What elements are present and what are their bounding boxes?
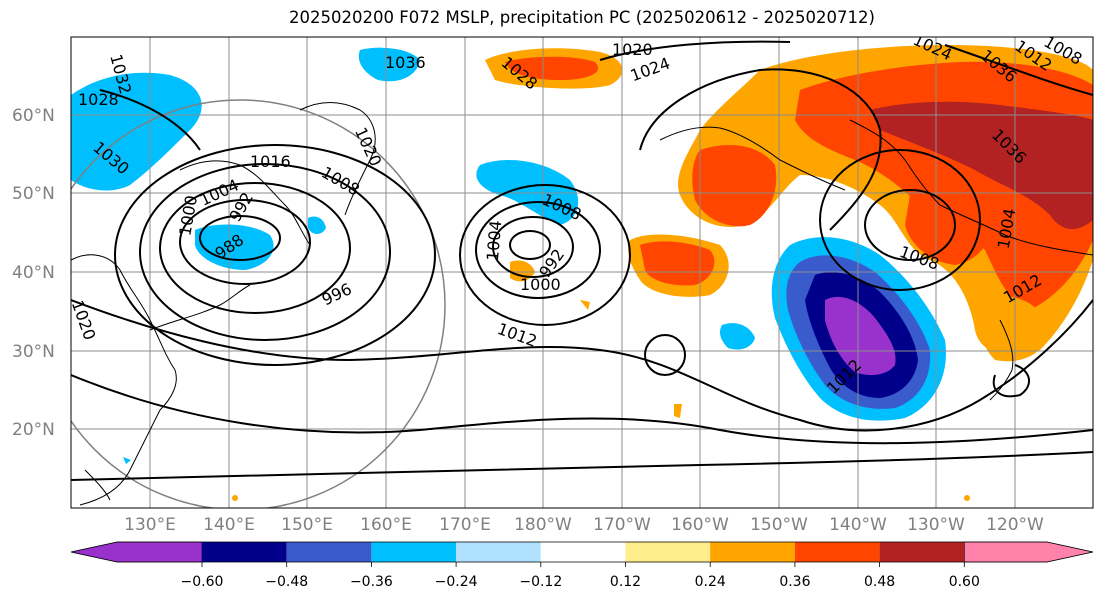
lat-label: 60°N bbox=[12, 106, 55, 126]
lon-label: 150°W bbox=[750, 515, 808, 535]
lon-label: 170°E bbox=[439, 515, 491, 535]
isobar-label: 1016 bbox=[250, 152, 291, 171]
colorbar-segment bbox=[202, 542, 287, 562]
isobar-label: 1004 bbox=[483, 220, 505, 262]
lon-label: 140°E bbox=[203, 515, 255, 535]
isobar-label: 1028 bbox=[78, 90, 119, 109]
lon-label: 160°W bbox=[671, 515, 729, 535]
isobars bbox=[71, 40, 1093, 481]
lon-label: 150°E bbox=[281, 515, 333, 535]
colorbar-segment bbox=[710, 542, 795, 562]
colorbar-tick-label: −0.12 bbox=[519, 574, 562, 590]
colorbar-tick-label: 0.36 bbox=[779, 574, 810, 590]
colorbar-segment bbox=[456, 542, 541, 562]
colorbar-tick-label: −0.24 bbox=[435, 574, 478, 590]
colorbar-segment bbox=[879, 542, 965, 562]
map-title: 2025020200 F072 MSLP, precipitation PC (… bbox=[289, 8, 875, 27]
lon-label: 120°W bbox=[986, 515, 1044, 535]
colorbar-outline bbox=[70, 541, 1094, 563]
lon-label: 180°W bbox=[514, 515, 572, 535]
colorbar-tick-label: −0.60 bbox=[181, 574, 224, 590]
lon-label: 130°W bbox=[907, 515, 965, 535]
colorbar-tick-label: 0.48 bbox=[864, 574, 895, 590]
lat-label: 50°N bbox=[12, 184, 55, 204]
colorbar-tick-label: −0.36 bbox=[350, 574, 393, 590]
colorbar-segment bbox=[371, 542, 457, 562]
lat-label: 40°N bbox=[12, 263, 55, 283]
colorbar: −0.60 −0.48 −0.36 −0.24 −0.12 0.12 0.24 … bbox=[70, 541, 1094, 590]
colorbar-segment bbox=[70, 541, 203, 563]
colorbar-tick-label: 0.12 bbox=[610, 574, 641, 590]
isobar-label: 1000 bbox=[520, 275, 561, 294]
colorbar-tick-label: −0.48 bbox=[265, 574, 308, 590]
colorbar-tick-label: 0.24 bbox=[695, 574, 726, 590]
longitude-axis: 130°E 140°E 150°E 160°E 170°E 180°W 170°… bbox=[124, 515, 1044, 535]
colorbar-segment bbox=[794, 542, 880, 562]
map-frame bbox=[70, 36, 1094, 509]
lat-label: 20°N bbox=[12, 420, 55, 440]
colorbar-segment bbox=[286, 542, 372, 562]
lon-label: 160°E bbox=[360, 515, 412, 535]
lon-label: 170°W bbox=[593, 515, 651, 535]
colorbar-segment bbox=[625, 542, 711, 562]
distance-ring bbox=[71, 99, 446, 508]
isobar-label: 1036 bbox=[385, 53, 426, 72]
colorbar-tick-label: 0.60 bbox=[949, 574, 980, 590]
isobar-label: 1020 bbox=[612, 40, 653, 59]
colorbar-segment bbox=[540, 542, 626, 562]
colorbar-ticks bbox=[201, 562, 965, 567]
lon-label: 130°E bbox=[124, 515, 176, 535]
lat-label: 30°N bbox=[12, 342, 55, 362]
colorbar-segment bbox=[963, 541, 1094, 563]
lon-label: 140°W bbox=[829, 515, 887, 535]
latitude-axis: 60°N 50°N 40°N 30°N 20°N bbox=[12, 106, 55, 440]
precip-positive-shading bbox=[232, 45, 1093, 501]
